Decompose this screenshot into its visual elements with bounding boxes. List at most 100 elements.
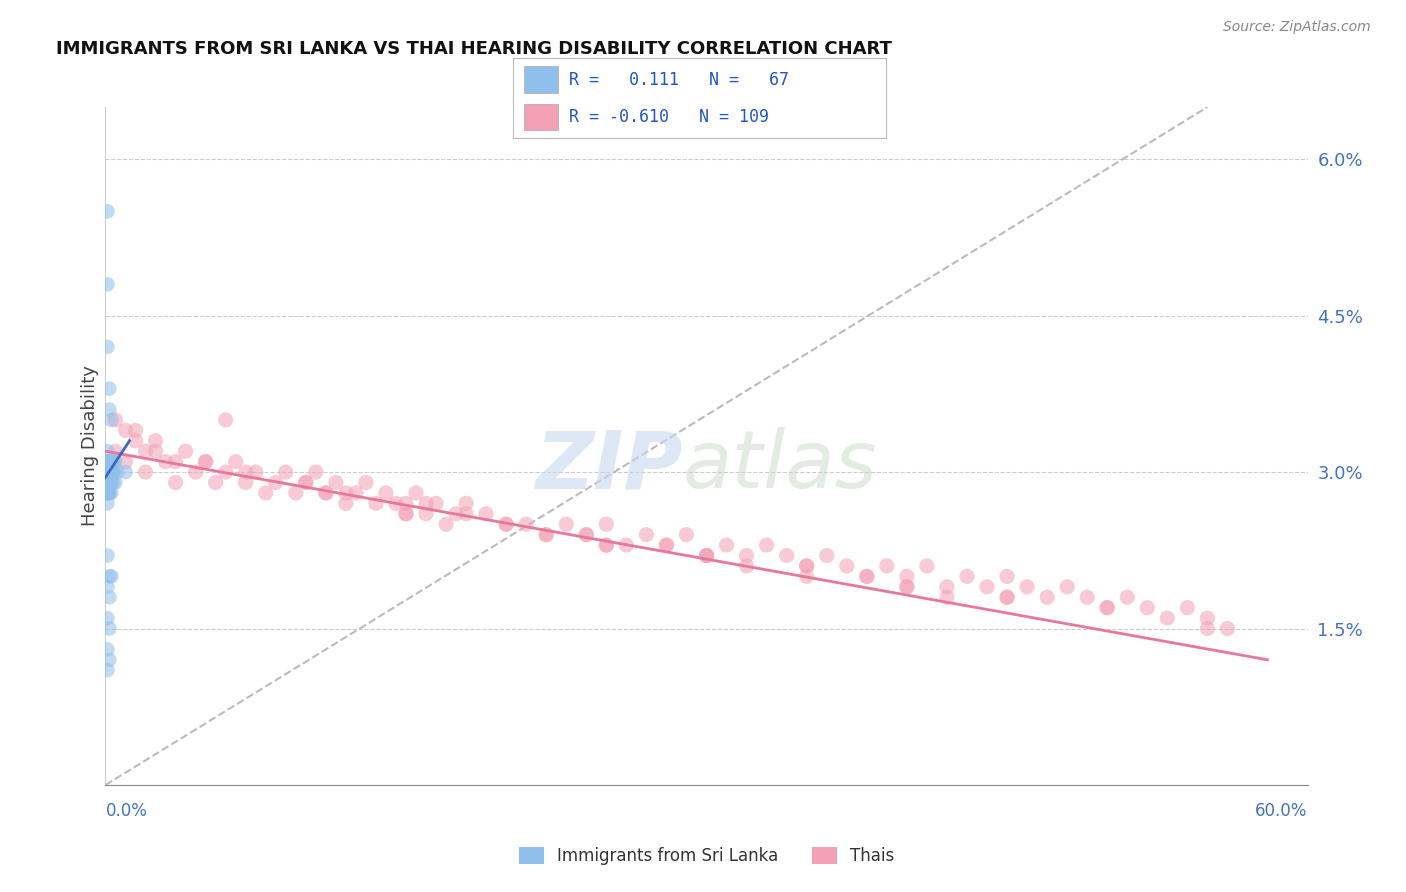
- Point: [96, 663, 118, 677]
- Point: [204, 475, 226, 490]
- Point: [696, 549, 718, 563]
- Point: [96, 549, 118, 563]
- Point: [855, 569, 877, 583]
- Point: [716, 538, 738, 552]
- Point: [98, 402, 121, 417]
- Point: [100, 413, 122, 427]
- Point: [98, 465, 121, 479]
- FancyBboxPatch shape: [524, 66, 558, 93]
- Point: [245, 465, 267, 479]
- Point: [595, 538, 617, 552]
- Point: [495, 517, 517, 532]
- Point: [495, 517, 517, 532]
- Point: [96, 486, 118, 500]
- Point: [104, 444, 127, 458]
- Point: [354, 475, 377, 490]
- Point: [1177, 600, 1199, 615]
- Point: [444, 507, 467, 521]
- Point: [165, 455, 187, 469]
- Point: [335, 486, 357, 500]
- Point: [1156, 611, 1178, 625]
- Point: [534, 527, 557, 541]
- Point: [364, 496, 387, 510]
- Point: [98, 486, 121, 500]
- Point: [1197, 622, 1219, 636]
- Point: [915, 558, 938, 573]
- Point: [235, 465, 257, 479]
- Point: [103, 455, 125, 469]
- Point: [595, 538, 617, 552]
- Point: [98, 465, 121, 479]
- Point: [96, 444, 118, 458]
- Point: [96, 486, 118, 500]
- FancyBboxPatch shape: [524, 103, 558, 130]
- Point: [395, 507, 418, 521]
- Point: [98, 455, 121, 469]
- Point: [655, 538, 678, 552]
- Legend: Immigrants from Sri Lanka, Thais: Immigrants from Sri Lanka, Thais: [512, 840, 901, 871]
- Point: [1017, 580, 1039, 594]
- Point: [475, 507, 498, 521]
- Point: [1076, 591, 1098, 605]
- Point: [776, 549, 799, 563]
- Point: [103, 465, 125, 479]
- Point: [335, 496, 357, 510]
- Point: [98, 569, 121, 583]
- Point: [96, 455, 118, 469]
- Point: [1136, 600, 1159, 615]
- Point: [415, 496, 437, 510]
- Point: [696, 549, 718, 563]
- Point: [145, 444, 167, 458]
- Point: [194, 455, 217, 469]
- Point: [214, 413, 236, 427]
- Point: [995, 591, 1018, 605]
- Point: [636, 527, 658, 541]
- Point: [995, 569, 1018, 583]
- Point: [135, 444, 157, 458]
- Text: 0.0%: 0.0%: [105, 802, 148, 820]
- Point: [98, 475, 121, 490]
- Point: [100, 569, 122, 583]
- Point: [305, 465, 328, 479]
- Point: [534, 527, 557, 541]
- Point: [100, 475, 122, 490]
- Point: [936, 591, 959, 605]
- Point: [995, 591, 1018, 605]
- Point: [264, 475, 287, 490]
- Point: [104, 455, 127, 469]
- Point: [1097, 600, 1119, 615]
- Point: [1097, 600, 1119, 615]
- Point: [96, 475, 118, 490]
- Point: [675, 527, 697, 541]
- Point: [344, 486, 367, 500]
- Text: atlas: atlas: [682, 427, 877, 506]
- Point: [555, 517, 578, 532]
- Point: [575, 527, 598, 541]
- Point: [855, 569, 877, 583]
- Point: [956, 569, 979, 583]
- Point: [194, 455, 217, 469]
- Point: [98, 475, 121, 490]
- Point: [374, 486, 398, 500]
- Point: [835, 558, 858, 573]
- Point: [96, 455, 118, 469]
- Point: [103, 475, 125, 490]
- Point: [896, 580, 918, 594]
- Text: R =   0.111   N =   67: R = 0.111 N = 67: [569, 70, 789, 88]
- Text: IMMIGRANTS FROM SRI LANKA VS THAI HEARING DISABILITY CORRELATION CHART: IMMIGRANTS FROM SRI LANKA VS THAI HEARIN…: [56, 40, 893, 58]
- Point: [454, 507, 477, 521]
- Point: [976, 580, 998, 594]
- Text: Source: ZipAtlas.com: Source: ZipAtlas.com: [1223, 20, 1371, 34]
- Point: [100, 465, 122, 479]
- Point: [100, 465, 122, 479]
- Point: [936, 580, 959, 594]
- Point: [315, 486, 337, 500]
- Point: [796, 558, 818, 573]
- Point: [124, 434, 146, 448]
- Point: [98, 465, 121, 479]
- Point: [98, 465, 121, 479]
- Point: [896, 569, 918, 583]
- Point: [98, 475, 121, 490]
- Point: [96, 465, 118, 479]
- Point: [325, 475, 347, 490]
